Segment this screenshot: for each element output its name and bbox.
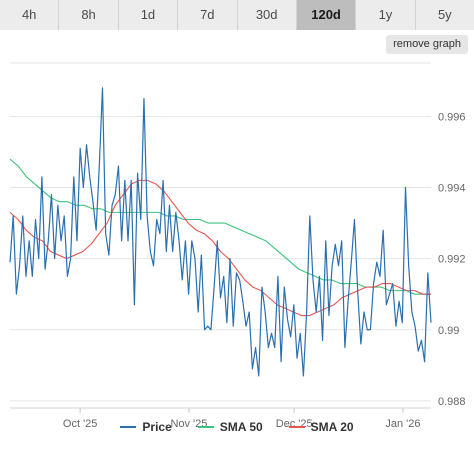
y-axis-labels: 0.988 0.99 0.992 0.994 0.996 xyxy=(438,111,466,408)
x-tick-label: Oct '25 xyxy=(63,418,98,430)
y-tick-label: 0.988 xyxy=(438,396,466,408)
tab-1y[interactable]: 1y xyxy=(356,0,416,30)
legend-sma20-label: SMA 20 xyxy=(310,420,354,434)
legend-price-swatch xyxy=(120,426,137,428)
legend-sma50-swatch xyxy=(197,426,214,428)
legend-price-label: Price xyxy=(142,420,172,434)
tab-4h[interactable]: 4h xyxy=(0,0,60,30)
price-line xyxy=(9,87,432,377)
legend-sma20-swatch xyxy=(288,426,305,428)
tab-5y[interactable]: 5y xyxy=(437,7,452,22)
chart-grid xyxy=(10,62,431,413)
legend-price[interactable]: Price xyxy=(120,420,172,434)
legend-sma50[interactable]: SMA 50 xyxy=(197,420,263,434)
chart-lines xyxy=(9,87,432,377)
timeframe-tabs: 4h 8h 1d 7d 30d 120d 1y 5y xyxy=(0,0,474,30)
x-tick-label: Jan '26 xyxy=(385,418,420,430)
y-tick-label: 0.992 xyxy=(438,254,466,266)
legend-sma20[interactable]: SMA 20 xyxy=(288,420,354,434)
y-tick-label: 0.99 xyxy=(438,325,459,337)
tab-30d[interactable]: 30d xyxy=(238,0,297,30)
tab-120d[interactable]: 120d xyxy=(296,0,357,30)
chart-legend: Price SMA 50 SMA 20 xyxy=(0,420,474,434)
tab-1d[interactable]: 1d xyxy=(119,0,179,30)
tab-7d[interactable]: 7d xyxy=(178,0,238,30)
sma20-line xyxy=(9,179,431,317)
legend-sma50-label: SMA 50 xyxy=(219,420,263,434)
tab-8h[interactable]: 8h xyxy=(59,0,119,30)
y-tick-label: 0.994 xyxy=(438,182,466,194)
sma50-line xyxy=(9,158,431,295)
y-tick-label: 0.996 xyxy=(438,111,466,123)
remove-graph-button[interactable]: remove graph xyxy=(386,35,468,54)
